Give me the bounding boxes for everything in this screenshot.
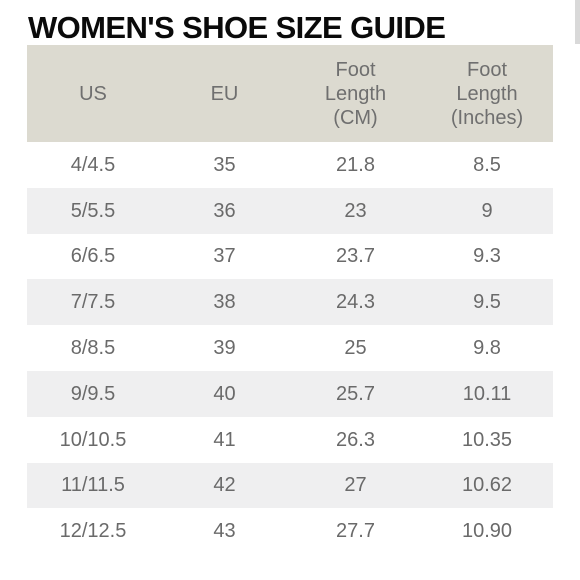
cell-us: 7/7.5 — [70, 291, 116, 314]
table-header: US EU Foot Length (CM) Foot Length (Inch… — [27, 45, 553, 142]
cell-foot-inches: 8.5 — [473, 153, 501, 176]
cell-eu: 41 — [213, 428, 236, 451]
cell-us: 11/11.5 — [61, 474, 125, 497]
header-eu: EU — [210, 82, 239, 105]
page-title: WOMEN'S SHOE SIZE GUIDE — [28, 10, 446, 45]
cell-foot-inches: 10.35 — [461, 428, 513, 451]
cell-foot-cm: 27.7 — [336, 520, 375, 543]
cell-foot-cm: 21.8 — [336, 153, 375, 176]
cell-eu: 40 — [213, 382, 236, 405]
edge-strip — [575, 0, 580, 44]
cell-us: 5/5.5 — [70, 199, 116, 222]
cell-foot-cm: 27 — [344, 474, 367, 497]
header-foot-cm-line-3: (CM) — [333, 106, 378, 129]
cell-foot-cm: 26.3 — [336, 428, 375, 451]
table-row: 10/10.5 41 26.3 10.35 — [27, 417, 553, 463]
table-row: 8/8.5 39 25 9.8 — [27, 325, 553, 371]
cell-eu: 36 — [213, 199, 236, 222]
cell-foot-inches: 10.62 — [461, 474, 513, 497]
table-row: 7/7.5 38 24.3 9.5 — [27, 279, 553, 326]
cell-eu: 37 — [213, 245, 236, 268]
cell-us: 6/6.5 — [70, 245, 116, 268]
table-row: 11/11.5 42 27 10.62 — [27, 462, 553, 509]
cell-us: 8/8.5 — [70, 337, 116, 360]
cell-foot-cm: 23.7 — [336, 245, 375, 268]
table-row: 9/9.5 40 25.7 10.11 — [27, 370, 553, 417]
cell-foot-inches: 9.8 — [473, 337, 501, 360]
table-row: 12/12.5 43 27.7 10.90 — [27, 508, 553, 554]
header-foot-in-line-2: Length — [456, 82, 518, 105]
cell-foot-inches: 9 — [481, 199, 493, 222]
cell-us: 10/10.5 — [59, 428, 127, 451]
table-row: 5/5.5 36 23 9 — [27, 187, 553, 234]
cell-eu: 43 — [213, 520, 236, 543]
header-foot-cm-line-1: Foot — [335, 58, 376, 81]
cell-foot-inches: 9.5 — [473, 291, 501, 314]
header-foot-cm-line-2: Length — [324, 82, 387, 105]
cell-us: 9/9.5 — [70, 382, 116, 405]
cell-us: 12/12.5 — [59, 520, 127, 543]
cell-foot-inches: 10.11 — [462, 382, 512, 405]
header-foot-length-inches: Foot Length (Inches) — [421, 58, 553, 130]
cell-foot-inches: 10.90 — [461, 520, 513, 543]
header-foot-length-cm: Foot Length (CM) — [290, 58, 421, 130]
cell-eu: 35 — [213, 153, 236, 176]
header-foot-in-line-3: (Inches) — [450, 106, 524, 129]
cell-eu: 39 — [213, 337, 236, 360]
cell-foot-cm: 23 — [344, 199, 367, 222]
cell-foot-inches: 9.3 — [473, 245, 501, 268]
size-guide-table: US EU Foot Length (CM) Foot Length (Inch… — [27, 45, 553, 554]
cell-foot-cm: 24.3 — [336, 291, 375, 314]
header-us: US — [79, 82, 107, 105]
header-foot-in-line-1: Foot — [466, 58, 508, 81]
table-row: 6/6.5 37 23.7 9.3 — [27, 234, 553, 280]
cell-us: 4/4.5 — [70, 153, 116, 176]
cell-eu: 38 — [213, 291, 236, 314]
cell-foot-cm: 25 — [344, 337, 367, 360]
cell-foot-cm: 25.7 — [336, 382, 375, 405]
cell-eu: 42 — [213, 474, 236, 497]
table-row: 4/4.5 35 21.8 8.5 — [27, 142, 553, 188]
